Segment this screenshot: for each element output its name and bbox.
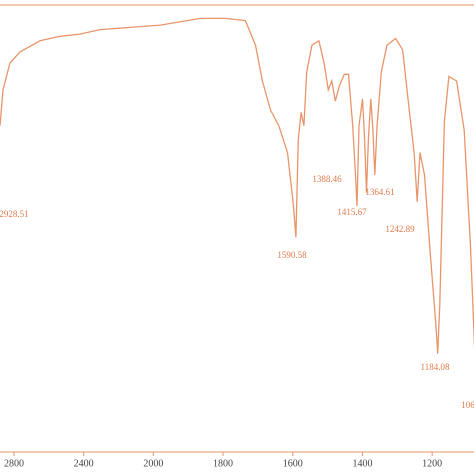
peak-label: 1184.08 [421, 362, 450, 372]
x-tick-label: 1600 [283, 458, 303, 469]
peak-label: 1388.46 [312, 174, 342, 184]
x-tick-label: 1800 [213, 458, 233, 469]
peak-label: 1364.61 [365, 187, 394, 197]
peak-label: 1242.89 [385, 224, 415, 234]
peak-label: 2928.51 [0, 209, 29, 219]
x-tick-label: 2000 [143, 458, 163, 469]
peak-label: 1590.58 [277, 250, 307, 260]
x-tick-label: 2800 [4, 458, 24, 469]
peak-label: 106 [461, 400, 474, 410]
x-tick-label: 2400 [74, 458, 94, 469]
spectrum-line [0, 17, 474, 354]
peak-label: 1415.67 [337, 207, 367, 217]
x-tick-label: 1200 [422, 458, 442, 469]
x-tick-label: 1400 [352, 458, 372, 469]
